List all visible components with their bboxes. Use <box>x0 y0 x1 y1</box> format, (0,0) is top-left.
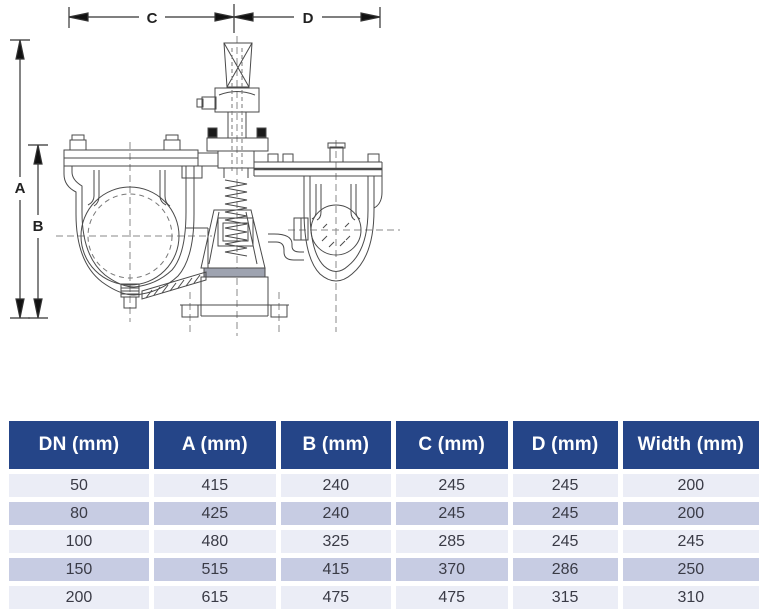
table-cell: 475 <box>395 586 508 609</box>
table-cell: 50 <box>9 474 149 497</box>
column-header: A (mm) <box>153 421 276 469</box>
table-cell: 200 <box>9 586 149 609</box>
right-float-ball <box>310 204 362 256</box>
table-row: 200 615 475 475 315 310 <box>9 586 759 609</box>
table-cell: 285 <box>395 530 508 553</box>
dimension-line-a <box>10 39 30 319</box>
table-cell: 245 <box>512 474 618 497</box>
table-row: 80 425 240 245 245 200 <box>9 502 759 525</box>
column-header: B (mm) <box>280 421 391 469</box>
table-cell: 245 <box>512 502 618 525</box>
table-cell: 240 <box>280 502 391 525</box>
table-cell: 315 <box>512 586 618 609</box>
table-cell: 310 <box>622 586 759 609</box>
base-flange <box>180 267 289 318</box>
column-header: DN (mm) <box>9 421 149 469</box>
right-chamber <box>293 176 383 282</box>
table-cell: 415 <box>280 558 391 581</box>
dimension-line-d <box>233 7 381 28</box>
table-cell: 415 <box>153 474 276 497</box>
hatched-duct <box>141 227 209 300</box>
table-cell: 200 <box>622 474 759 497</box>
table-cell: 80 <box>9 502 149 525</box>
table-cell: 286 <box>512 558 618 581</box>
table-cell: 200 <box>622 502 759 525</box>
dim-label-c: C <box>147 10 158 27</box>
dimension-line-c <box>68 4 235 33</box>
valve-body <box>63 42 383 318</box>
column-header: Width (mm) <box>622 421 759 469</box>
table-cell: 100 <box>9 530 149 553</box>
table-row: 50 415 240 245 245 200 <box>9 474 759 497</box>
table-cell: 615 <box>153 586 276 609</box>
dim-label-d: D <box>303 10 314 27</box>
centerlines <box>56 36 400 336</box>
left-chamber <box>63 134 199 309</box>
table-cell: 370 <box>395 558 508 581</box>
table-cell: 480 <box>153 530 276 553</box>
table-cell: 150 <box>9 558 149 581</box>
table-cell: 245 <box>395 502 508 525</box>
valve-cross-section-svg: C D A B <box>10 4 400 336</box>
valve-technical-drawing: C D A B <box>2 0 402 345</box>
table-cell: 245 <box>622 530 759 553</box>
dim-label-b: B <box>33 218 44 235</box>
column-header: C (mm) <box>395 421 508 469</box>
table-row: 100 480 325 285 245 245 <box>9 530 759 553</box>
connecting-elbow <box>268 233 304 261</box>
table-cell: 245 <box>395 474 508 497</box>
table-cell: 250 <box>622 558 759 581</box>
table-cell: 475 <box>280 586 391 609</box>
table-cell: 240 <box>280 474 391 497</box>
dim-label-a: A <box>15 180 26 197</box>
valve-stem <box>206 48 269 178</box>
table-row: 150 515 415 370 286 250 <box>9 558 759 581</box>
cover-plate-right <box>181 142 383 179</box>
table-cell: 325 <box>280 530 391 553</box>
dimensions-table-section: DN (mm) A (mm) B (mm) C (mm) D (mm) Width (mm… <box>4 416 764 614</box>
spring <box>217 179 254 257</box>
column-header: D (mm) <box>512 421 618 469</box>
dimension-line-b <box>28 144 48 319</box>
top-actuator-cap <box>196 42 260 113</box>
table-body: 50 415 240 245 245 200 80 425 240 245 245 200 100 480… <box>9 474 759 609</box>
table-header-row: DN (mm) A (mm) B (mm) C (mm) D (mm) Width (mm… <box>9 421 759 469</box>
table-cell: 245 <box>512 530 618 553</box>
table-cell: 425 <box>153 502 276 525</box>
left-float-ball <box>80 186 180 286</box>
dimensions-table: DN (mm) A (mm) B (mm) C (mm) D (mm) Width (mm… <box>4 416 764 614</box>
table-cell: 515 <box>153 558 276 581</box>
